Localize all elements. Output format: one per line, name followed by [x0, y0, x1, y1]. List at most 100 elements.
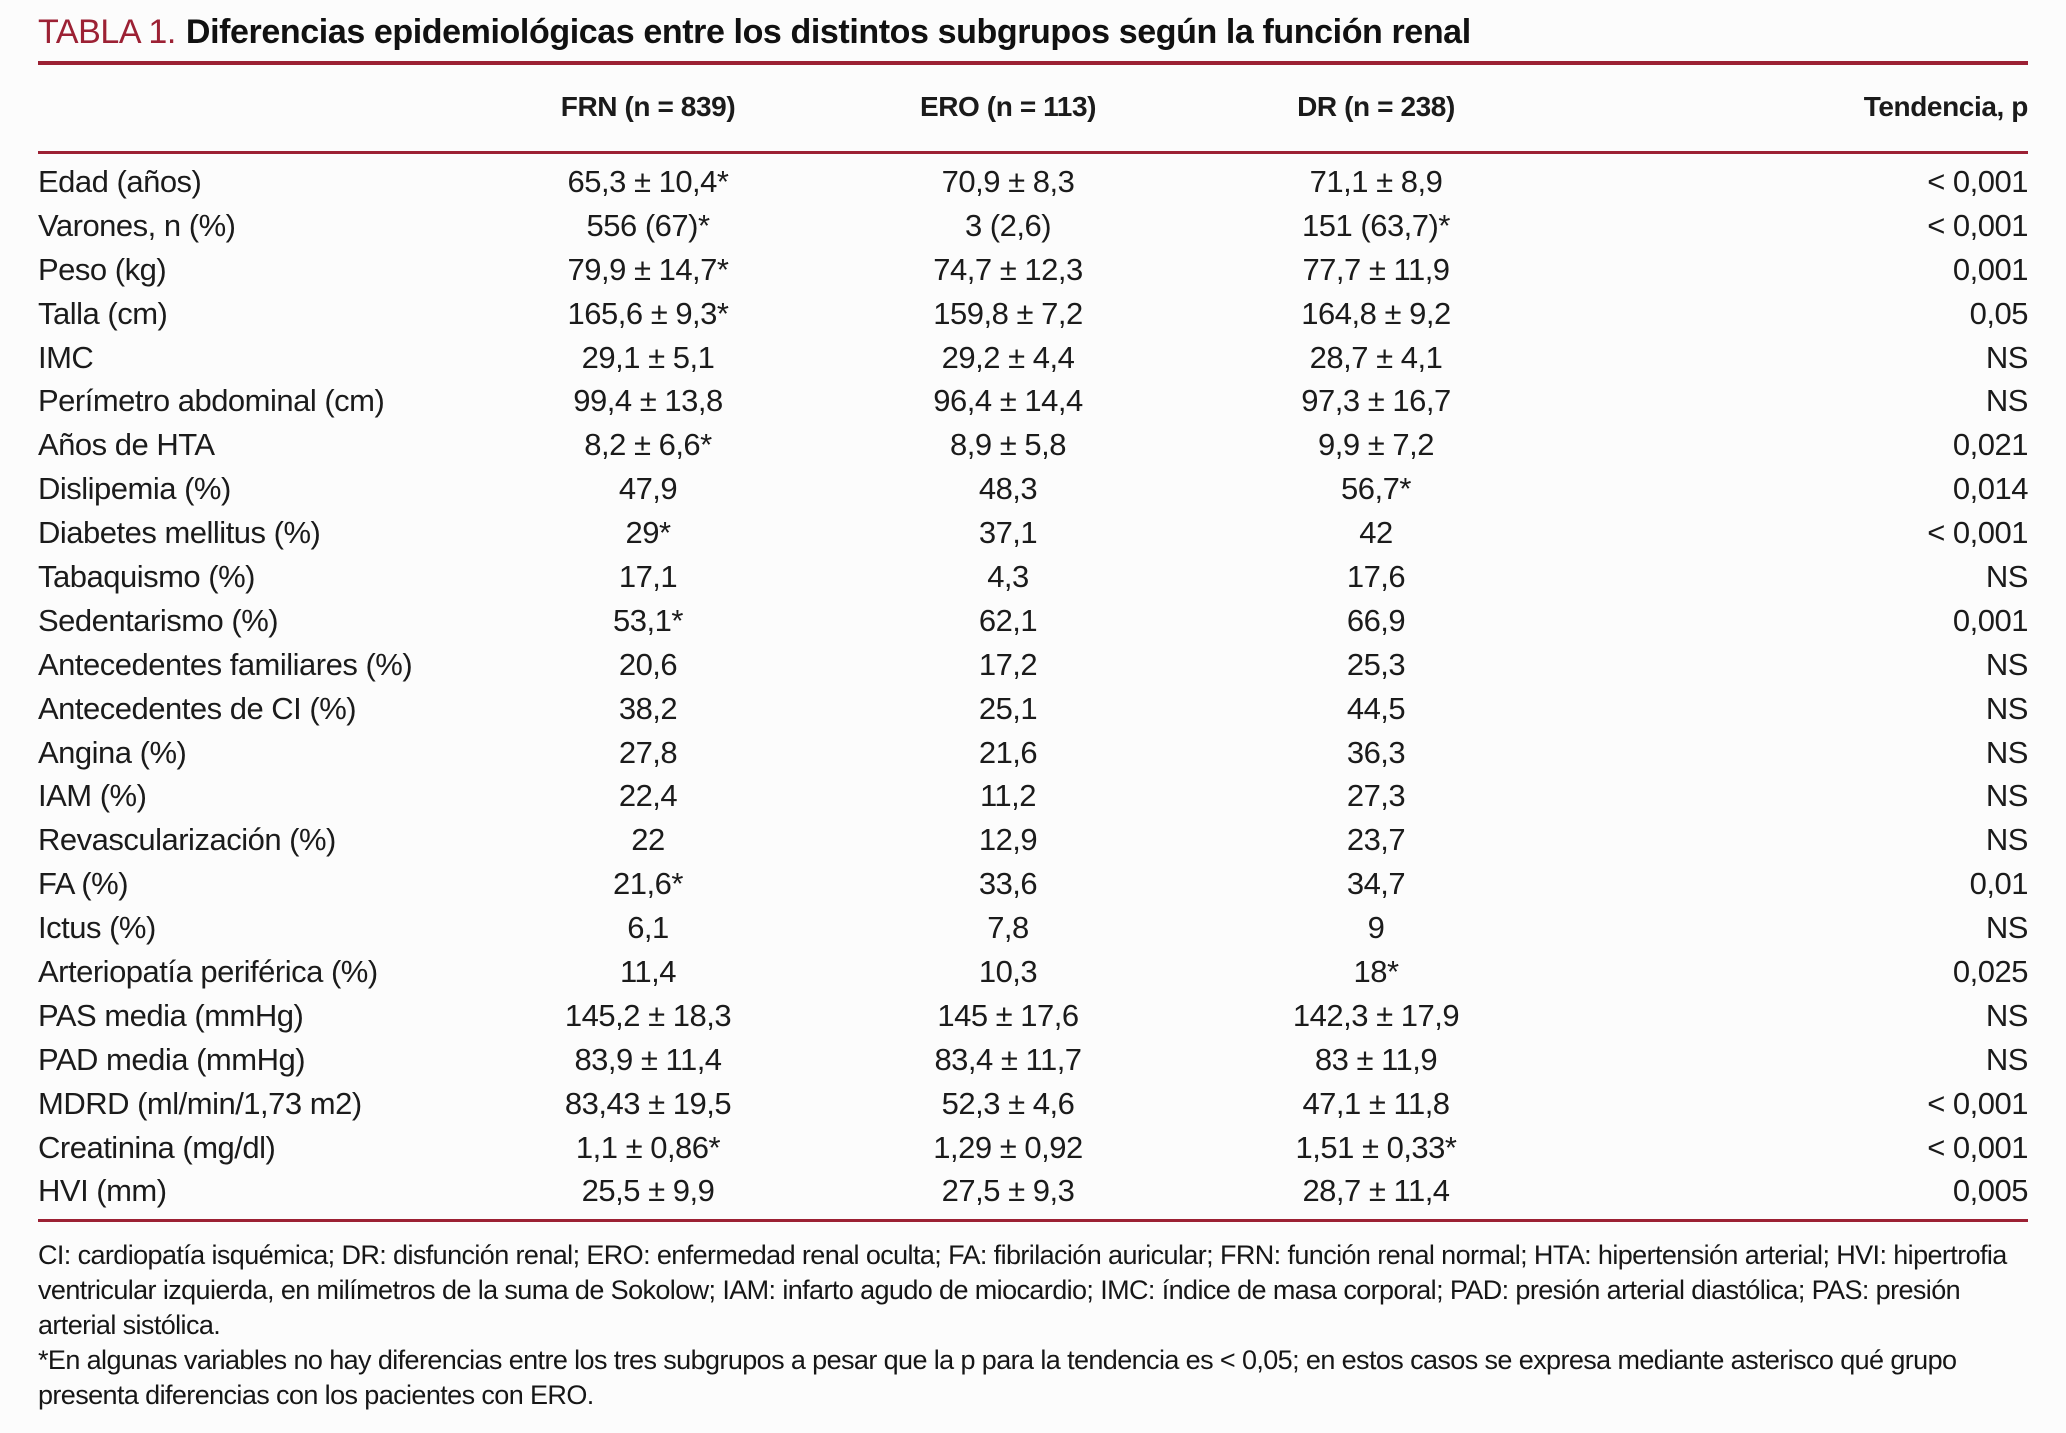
cell-p: 0,025 — [1952, 953, 2029, 989]
divider-top — [38, 61, 2028, 65]
table-row: Talla (cm) 165,6 ± 9,3* 159,8 ± 7,2 164,8 ±… — [38, 292, 2029, 336]
column-header-ero: ERO (n = 113) — [919, 91, 1097, 122]
divider-header — [38, 151, 2028, 154]
cell-p: NS — [1985, 910, 2029, 946]
cell-p: NS — [1985, 822, 2029, 858]
cell-dr: 44,5 — [1346, 690, 1406, 726]
table-row: HVI (mm) 25,5 ± 9,9 27,5 ± 9,3 28,7 ± 11,4 0… — [38, 1169, 2029, 1213]
cell-p: < 0,001 — [1927, 1129, 2028, 1165]
cell-p: NS — [1985, 383, 2029, 419]
cell-ero: 11,2 — [979, 778, 1037, 814]
cell-ero: 33,6 — [978, 866, 1038, 902]
cell-ero: 21,6 — [978, 734, 1038, 770]
table-row: Años de HTA 8,2 ± 6,6* 8,9 ± 5,8 9,9 ± 7,2 0… — [38, 423, 2029, 467]
cell-ero: 7,8 — [987, 910, 1029, 946]
cell-p: < 0,001 — [1927, 207, 2028, 243]
cell-p: < 0,001 — [1927, 163, 2028, 199]
table-row: Edad (años) 65,3 ± 10,4* 70,9 ± 8,3 71,1 ± … — [38, 160, 2029, 204]
cell-p: NS — [1985, 778, 2029, 814]
cell-p: NS — [1985, 690, 2029, 726]
cell-p: 0,005 — [1952, 1173, 2029, 1209]
cell-dr: 77,7 ± 11,9 — [1302, 251, 1450, 287]
cell-frn: 1,1 ± 0,86* — [575, 1129, 721, 1165]
cell-frn: 22,4 — [618, 778, 678, 814]
table-title: TABLA 1. Diferencias epidemiológicas entr… — [38, 0, 2028, 52]
cell-dr: 71,1 ± 8,9 — [1309, 163, 1443, 199]
cell-frn: 6,1 — [627, 910, 669, 946]
cell-frn: 17,1 — [618, 558, 678, 594]
cell-ero: 29,2 ± 4,4 — [941, 339, 1075, 375]
cell-dr: 9,9 ± 7,2 — [1318, 427, 1434, 463]
cell-frn: 145,2 ± 18,3 — [564, 997, 732, 1033]
table-footnotes: CI: cardiopatía isquémica; DR: disfunció… — [38, 1238, 2028, 1413]
table-row: Perímetro abdominal (cm) 99,4 ± 13,8 96,4 … — [38, 379, 2029, 423]
row-label: Diabetes mellitus (%) — [38, 515, 321, 551]
table-row: Angina (%) 27,8 21,6 36,3 NS — [38, 731, 2029, 775]
cell-dr: 36,3 — [1346, 734, 1406, 770]
column-header-frn: FRN (n = 839) — [560, 91, 736, 122]
row-label: Varones, n (%) — [38, 207, 236, 243]
row-label: Edad (años) — [38, 163, 202, 199]
cell-dr: 1,51 ± 0,33* — [1295, 1129, 1457, 1165]
cell-p: NS — [1985, 339, 2029, 375]
table-row: Antecedentes familiares (%) 20,6 17,2 25,3 N… — [38, 643, 2029, 687]
cell-dr: 28,7 ± 11,4 — [1302, 1173, 1450, 1209]
cell-dr: 27,3 — [1346, 778, 1406, 814]
row-label: Angina (%) — [38, 734, 187, 770]
cell-frn: 11,4 — [619, 953, 677, 989]
row-label: PAD media (mmHg) — [38, 1041, 306, 1077]
cell-dr: 97,3 ± 16,7 — [1301, 383, 1451, 419]
cell-frn: 27,8 — [618, 734, 678, 770]
cell-ero: 27,5 ± 9,3 — [941, 1173, 1075, 1209]
row-label: FA (%) — [38, 866, 129, 902]
cell-p: NS — [1985, 734, 2029, 770]
table-row: Sedentarismo (%) 53,1* 62,1 66,9 0,001 — [38, 599, 2029, 643]
table-header-row: FRN (n = 839) ERO (n = 113) DR (n = 238)… — [38, 65, 2029, 151]
cell-ero: 1,29 ± 0,92 — [933, 1129, 1083, 1165]
row-label: Antecedentes de CI (%) — [38, 690, 357, 726]
table-row: Creatinina (mg/dl) 1,1 ± 0,86* 1,29 ± 0,92… — [38, 1126, 2029, 1170]
cell-dr: 42 — [1359, 515, 1393, 551]
asterisk-note: *En algunas variables no hay diferencias… — [38, 1345, 1957, 1411]
cell-ero: 48,3 — [978, 471, 1038, 507]
column-header-tendencia-p: Tendencia, p — [1863, 91, 2029, 122]
cell-ero: 145 ± 17,6 — [937, 997, 1079, 1033]
column-header-dr: DR (n = 238) — [1297, 91, 1455, 122]
table-body: Edad (años) 65,3 ± 10,4* 70,9 ± 8,3 71,1 ± … — [38, 154, 2029, 1219]
cell-frn: 47,9 — [618, 471, 678, 507]
row-label: HVI (mm) — [38, 1173, 167, 1209]
table-row: Ictus (%) 6,1 7,8 9 NS — [38, 906, 2029, 950]
cell-frn: 22 — [631, 822, 665, 858]
table-row: PAS media (mmHg) 145,2 ± 18,3 145 ± 17,6 14… — [38, 994, 2029, 1038]
table-row: PAD media (mmHg) 83,9 ± 11,4 83,4 ± 11,7 83… — [38, 1038, 2029, 1082]
cell-p: NS — [1985, 1041, 2029, 1077]
table-number-label: TABLA 1. — [38, 13, 176, 51]
row-label: Sedentarismo (%) — [38, 602, 279, 638]
cell-dr: 151 (63,7)* — [1302, 207, 1450, 243]
cell-p: 0,05 — [1969, 295, 2029, 331]
cell-frn: 53,1* — [613, 602, 683, 638]
table-row: Peso (kg) 79,9 ± 14,7* 74,7 ± 12,3 77,7 ± 1… — [38, 248, 2029, 292]
divider-bottom — [38, 1219, 2028, 1223]
row-label: Dislipemia (%) — [38, 471, 231, 507]
table-row: Dislipemia (%) 47,9 48,3 56,7* 0,014 — [38, 467, 2029, 511]
cell-ero: 52,3 ± 4,6 — [941, 1085, 1075, 1121]
table-row: Tabaquismo (%) 17,1 4,3 17,6 NS — [38, 555, 2029, 599]
cell-ero: 4,3 — [987, 558, 1029, 594]
table-row: FA (%) 21,6* 33,6 34,7 0,01 — [38, 862, 2029, 906]
abbreviations-note: CI: cardiopatía isquémica; DR: disfunció… — [38, 1240, 2007, 1341]
cell-frn: 556 (67)* — [586, 207, 710, 243]
row-label: IAM (%) — [38, 778, 147, 814]
cell-ero: 159,8 ± 7,2 — [933, 295, 1083, 331]
cell-dr: 9 — [1367, 910, 1385, 946]
cell-ero: 25,1 — [978, 690, 1038, 726]
table-row: MDRD (ml/min/1,73 m2) 83,43 ± 19,5 52,3 ± … — [38, 1082, 2029, 1126]
table-row: Diabetes mellitus (%) 29* 37,1 42 < 0,001 — [38, 511, 2029, 555]
cell-frn: 165,6 ± 9,3* — [567, 295, 729, 331]
table-row: IAM (%) 22,4 11,2 27,3 NS — [38, 774, 2029, 818]
cell-frn: 79,9 ± 14,7* — [567, 251, 729, 287]
table-row: Revascularización (%) 22 12,9 23,7 NS — [38, 818, 2029, 862]
cell-dr: 17,6 — [1346, 558, 1406, 594]
table-row: IMC 29,1 ± 5,1 29,2 ± 4,4 28,7 ± 4,1 NS — [38, 336, 2029, 380]
